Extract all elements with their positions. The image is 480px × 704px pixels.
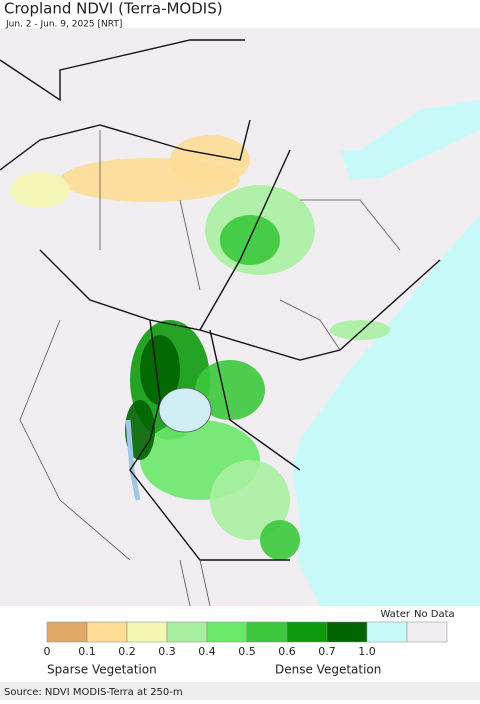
legend: Water No Data Sparse Vegetation Dense Ve…: [44, 609, 455, 677]
legend-swatch: [126, 621, 168, 643]
high-label: Dense Vegetation: [275, 663, 381, 677]
source: Source: NDVI MODIS-Terra at 250-m: [4, 687, 183, 698]
legend-swatch: [366, 621, 408, 643]
vegetation: [10, 135, 390, 560]
legend-tick-label: 0.4: [198, 645, 216, 658]
legend-tick-label: 0.2: [118, 645, 136, 658]
legend-tick-label: 0.6: [278, 645, 296, 658]
legend-swatch: [246, 621, 288, 643]
arabia: [300, 28, 480, 150]
map: [0, 28, 480, 607]
legend-swatch: [406, 621, 448, 643]
lake-victoria: [158, 387, 212, 433]
lake-tanganyika: [125, 419, 141, 501]
legend-tick-label: 0.5: [238, 645, 256, 658]
borders: [0, 39, 441, 607]
subtitle: Jun. 2 - Jun. 9, 2025 [NRT]: [5, 20, 122, 30]
legend-tick-label: 1.0: [358, 645, 376, 658]
legend-swatch: [86, 621, 128, 643]
legend-tick-label: 0.3: [158, 645, 176, 658]
title: Cropland NDVI (Terra-MODIS): [4, 0, 223, 18]
no-data-label: No Data: [414, 609, 455, 620]
sea: [245, 28, 480, 606]
legend-tick-label: 0: [44, 645, 51, 658]
legend-swatch: [326, 621, 368, 643]
legend-tick-label: 0.7: [318, 645, 336, 658]
legend-tick-label: 0.1: [78, 645, 96, 658]
legend-swatch: [166, 621, 208, 643]
legend-swatch: [46, 621, 88, 643]
legend-swatch: [206, 621, 248, 643]
source-band: [0, 682, 480, 700]
legend-swatch: [286, 621, 328, 643]
water-label: Water: [380, 609, 410, 620]
low-label: Sparse Vegetation: [47, 663, 157, 677]
